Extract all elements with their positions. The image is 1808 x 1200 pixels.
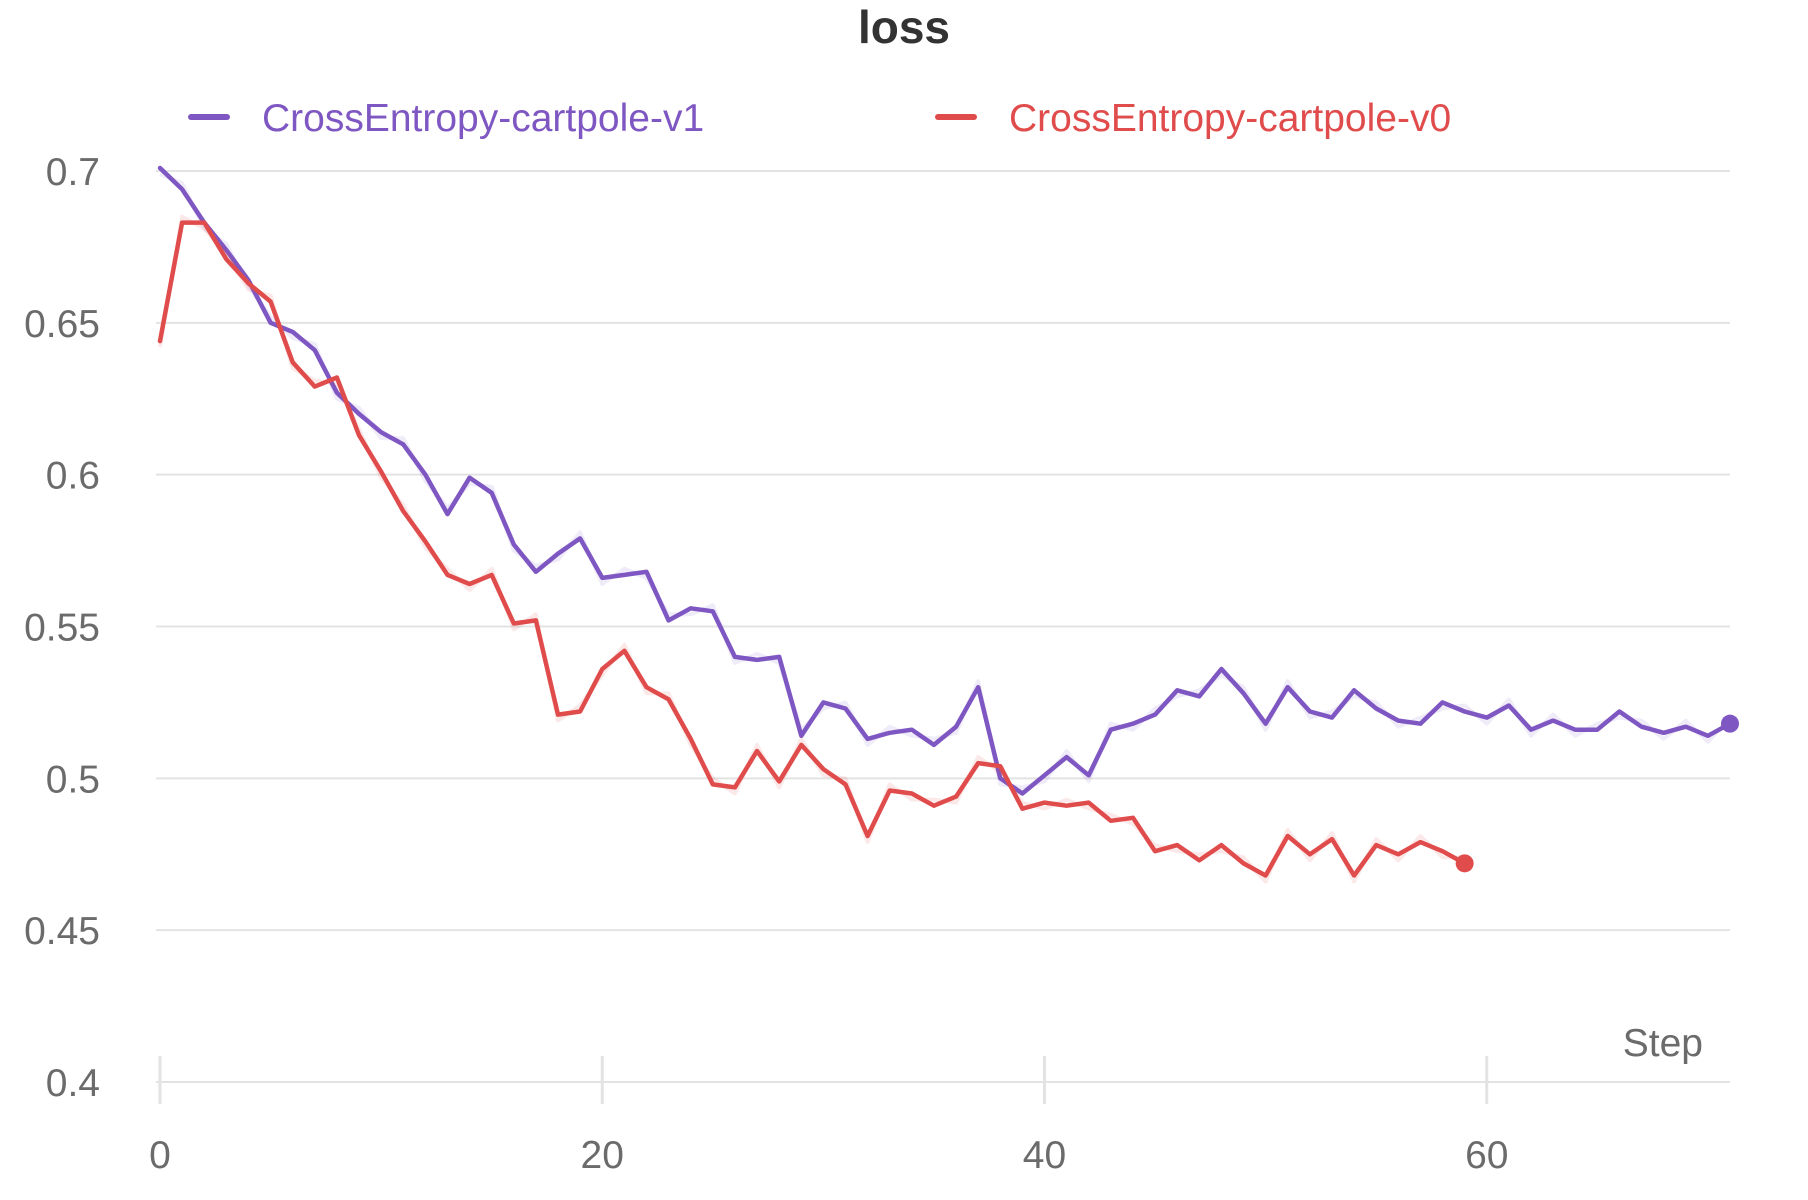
y-tick-label: 0.55: [24, 607, 100, 650]
y-tick-label: 0.65: [24, 303, 100, 346]
y-tick-label: 0.7: [46, 151, 100, 194]
x-axis-label: Step: [1623, 1022, 1703, 1065]
series-line-1: [157, 220, 1467, 878]
y-tick-label: 0.4: [46, 1062, 100, 1105]
series-shadow-1: [158, 214, 1465, 884]
chart-title: loss: [858, 1, 950, 53]
y-tick-label: 0.5: [46, 758, 100, 801]
legend-item-v1[interactable]: CrossEntropy-cartpole-v1: [188, 97, 704, 140]
series-end-marker-0: [1721, 714, 1739, 733]
x-tick-label: 20: [581, 1134, 624, 1177]
y-tick-label: 0.6: [46, 455, 100, 498]
series-end-marker-1: [1455, 854, 1474, 873]
series-line-0: [157, 165, 1733, 796]
x-tick-label: 60: [1465, 1134, 1508, 1177]
legend: CrossEntropy-cartpole-v1 CrossEntropy-ca…: [188, 97, 1451, 140]
legend-item-v0[interactable]: CrossEntropy-cartpole-v0: [935, 97, 1451, 140]
x-tick-label: 0: [149, 1134, 171, 1177]
legend-label-v0: CrossEntropy-cartpole-v0: [1009, 97, 1451, 140]
legend-label-v1: CrossEntropy-cartpole-v1: [262, 97, 704, 140]
series-shadow-0: [159, 172, 1732, 790]
grid-lines: [156, 170, 1730, 1104]
x-tick-label: 40: [1023, 1134, 1066, 1177]
y-tick-label: 0.45: [24, 910, 100, 953]
series-layer: [157, 165, 1739, 884]
x-axis-ticks: 0 20 40 60: [149, 1134, 1508, 1177]
y-axis-ticks: 0.4 0.45 0.5 0.55 0.6 0.65 0.7: [24, 151, 100, 1105]
